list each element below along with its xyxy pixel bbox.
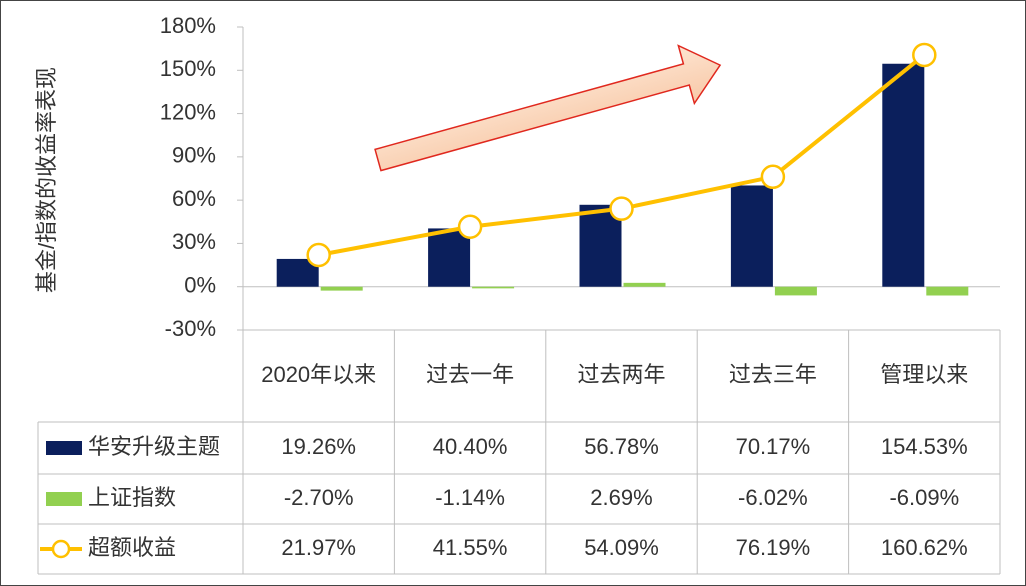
bar	[882, 63, 925, 287]
table-value: 70.17%	[736, 434, 811, 459]
legend-swatch	[46, 492, 82, 506]
bar	[472, 286, 515, 289]
line-marker	[306, 242, 331, 268]
bar	[774, 286, 817, 296]
line-marker	[912, 42, 937, 68]
category-label: 过去三年	[729, 362, 817, 387]
y-tick-label: -30%	[165, 316, 216, 341]
table-value: 41.55%	[433, 535, 508, 560]
y-tick-label: 60%	[172, 186, 216, 211]
table-value: 160.62%	[881, 535, 968, 560]
table-value: 2.69%	[590, 485, 652, 510]
table-value: -6.09%	[889, 485, 959, 510]
line-marker	[609, 196, 634, 221]
y-tick-label: 90%	[172, 143, 216, 168]
table-value: -2.70%	[284, 485, 354, 510]
bar	[320, 286, 363, 291]
trend-arrow	[374, 44, 722, 172]
y-tick-label: 0%	[184, 273, 216, 298]
line-marker	[760, 164, 786, 190]
table-value: 154.53%	[881, 434, 968, 459]
y-tick-label: 180%	[160, 13, 216, 38]
category-label: 过去一年	[426, 362, 514, 387]
y-tick-label: 120%	[160, 99, 216, 124]
legend-swatch	[51, 539, 71, 559]
category-label: 管理以来	[880, 362, 968, 387]
y-tick-label: 150%	[160, 56, 216, 81]
category-label: 2020年以来	[261, 362, 376, 387]
bar	[730, 185, 773, 287]
legend-swatch	[46, 441, 82, 455]
legend-label: 上证指数	[88, 485, 176, 510]
y-axis-label: 基金/指数的收益率表现	[34, 67, 59, 293]
table-value: 56.78%	[584, 434, 659, 459]
legend-label: 超额收益	[88, 535, 176, 560]
bar	[926, 286, 969, 296]
legend-label: 华安升级主题	[88, 434, 220, 459]
bar	[623, 282, 666, 287]
table-value: 21.97%	[281, 535, 356, 560]
table-value: 40.40%	[433, 434, 508, 459]
line-marker	[457, 214, 483, 240]
table-value: 19.26%	[281, 434, 356, 459]
category-label: 过去两年	[577, 362, 665, 387]
table-value: -1.14%	[435, 485, 505, 510]
bar	[428, 228, 471, 287]
table-value: 76.19%	[736, 535, 811, 560]
table-value: 54.09%	[584, 535, 659, 560]
y-tick-label: 30%	[172, 229, 216, 254]
table-value: -6.02%	[738, 485, 808, 510]
